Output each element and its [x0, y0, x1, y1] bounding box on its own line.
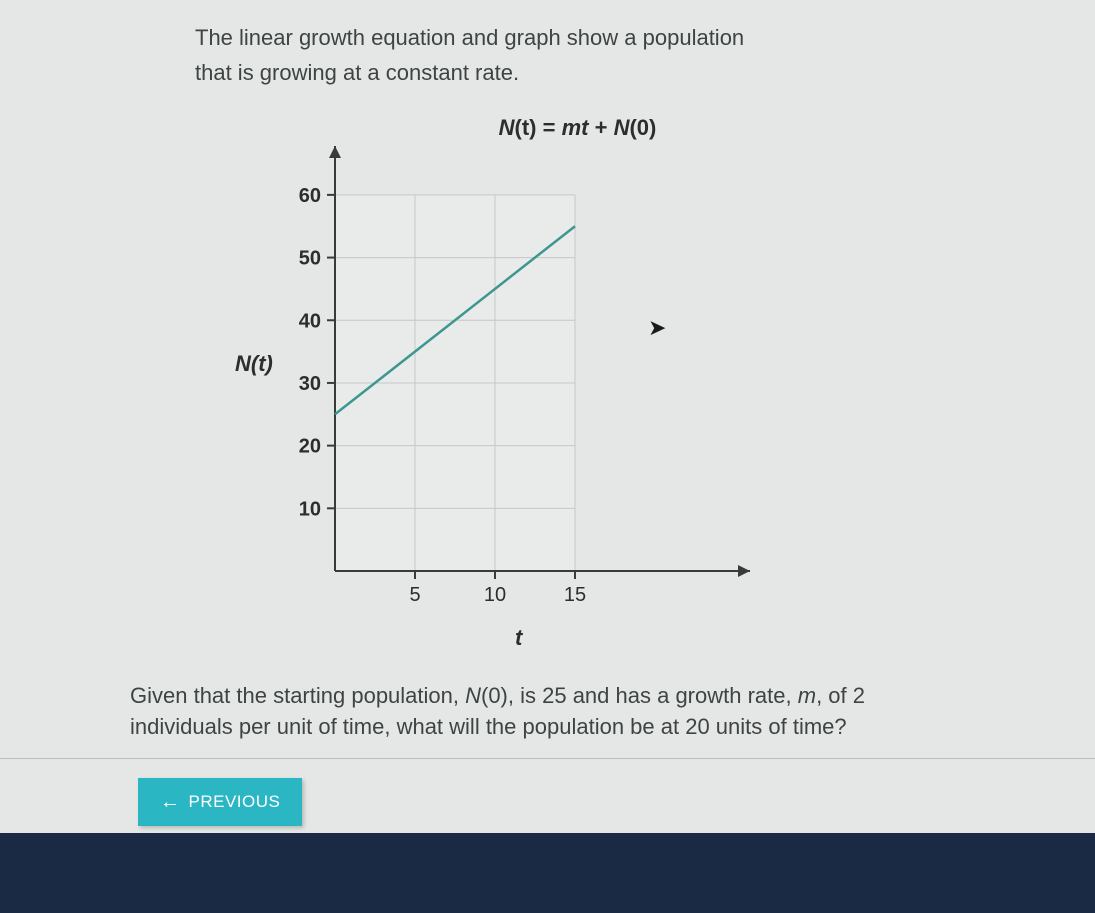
problem-line-2: that is growing at a constant rate.	[195, 60, 519, 85]
eq-m: m	[562, 115, 582, 140]
svg-text:60: 60	[299, 185, 321, 207]
svg-text:40: 40	[299, 311, 321, 333]
question-text: Given that the starting population, N(0)…	[130, 681, 965, 743]
eq-equals: =	[537, 115, 562, 140]
q-N0: N	[465, 683, 481, 708]
eq-zero: (0)	[629, 115, 656, 140]
svg-text:10: 10	[484, 584, 506, 606]
svg-text:15: 15	[564, 584, 586, 606]
svg-text:10: 10	[299, 499, 321, 521]
content-area: The linear growth equation and graph sho…	[0, 0, 1095, 833]
svg-text:5: 5	[409, 584, 420, 606]
svg-text:20: 20	[299, 436, 321, 458]
previous-button[interactable]: ← PREVIOUS	[138, 778, 302, 826]
problem-statement: The linear growth equation and graph sho…	[195, 20, 935, 90]
equation: N(t) = mt + N(0)	[60, 115, 1095, 141]
previous-label: PREVIOUS	[189, 792, 281, 812]
x-axis-label: t	[515, 625, 522, 651]
eq-N: N	[499, 115, 515, 140]
eq-N0: N	[614, 115, 630, 140]
q-part1: Given that the starting population,	[130, 683, 465, 708]
arrow-left-icon: ←	[160, 792, 181, 812]
eq-plus: +	[588, 115, 613, 140]
chart-container: N(t) 10 20 30 40 50 60 5 10 15 t	[235, 141, 775, 661]
q-N0-paren: (0)	[481, 683, 508, 708]
y-axis-label: N(t)	[235, 351, 273, 377]
divider	[0, 758, 1095, 759]
q-part2: , is 25 and has a growth rate,	[508, 683, 798, 708]
svg-text:30: 30	[299, 373, 321, 395]
problem-line-1: The linear growth equation and graph sho…	[195, 25, 744, 50]
bottom-bar	[0, 833, 1095, 913]
eq-t-paren: (t)	[515, 115, 537, 140]
q-m: m	[798, 683, 816, 708]
line-chart: 10 20 30 40 50 60 5 10 15	[280, 141, 780, 621]
svg-text:50: 50	[299, 248, 321, 270]
